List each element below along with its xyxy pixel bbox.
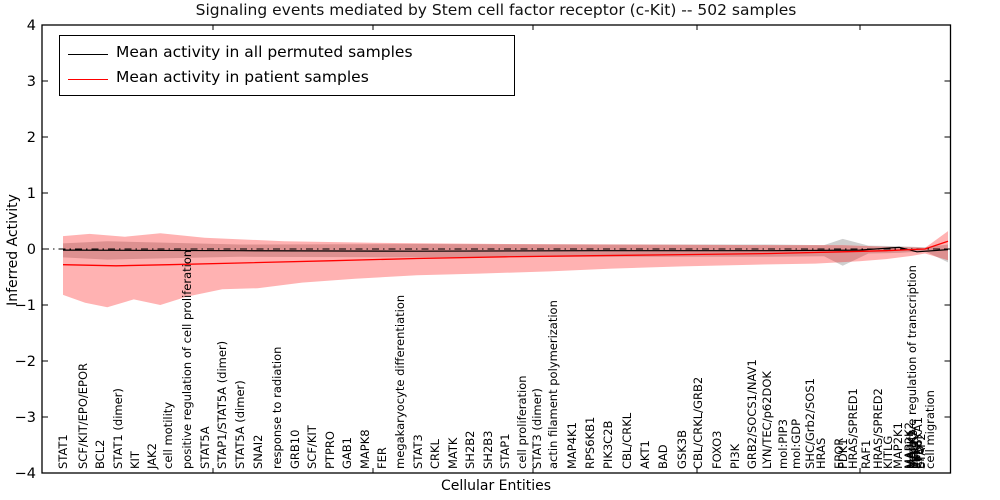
x-category-label: STAT1 (dimer)	[111, 388, 125, 469]
permuted-mean-line	[62, 246, 949, 253]
x-category-label: mol:PIP3	[776, 419, 790, 469]
x-category-label: MATK	[446, 437, 460, 469]
legend-box: Mean activity in all permuted samples Me…	[59, 35, 515, 96]
x-category-label: PIK3C2B	[601, 420, 615, 469]
y-tick-label: −3	[15, 410, 36, 426]
x-category-label: cell migration	[923, 390, 937, 469]
x-category-label: STAT5A	[198, 426, 212, 469]
x-category-label: STAT3 (dimer)	[530, 388, 544, 469]
red-line-sample-icon	[68, 79, 108, 80]
x-category-label: LYN/TEC/p62DOK	[760, 371, 774, 469]
black-line-sample-icon	[68, 54, 108, 55]
chart-title: Signaling events mediated by Stem cell f…	[195, 1, 797, 19]
x-category-label: GRB10	[288, 430, 302, 469]
y-axis-label: Inferred Activity	[5, 194, 21, 306]
x-category-label: positive regulation of cell proliferatio…	[180, 250, 194, 469]
y-tick-label: 0	[27, 242, 36, 258]
x-category-label: actin filament polymerization	[546, 300, 560, 469]
x-category-label: STAP1/STAT5A (dimer)	[215, 341, 229, 469]
x-category-label: EPOR	[832, 438, 846, 469]
x-category-label: cell proliferation	[515, 375, 529, 469]
x-category-label: FOXO3	[710, 431, 724, 469]
x-category-label: AKT1	[638, 440, 652, 469]
x-category-label: MAP2K2	[902, 422, 916, 469]
x-category-label: JAK2	[145, 443, 159, 470]
x-category-label: SNAI2	[251, 435, 265, 469]
x-category-label: MITF	[909, 442, 923, 469]
x-category-label: mol:GDP	[789, 419, 803, 469]
x-category-label: HRAS/SPRED1	[846, 388, 860, 469]
x-category-label: response to radiation	[270, 347, 284, 469]
x-category-label: STAT1	[56, 434, 70, 469]
x-category-label: RPS6KB1	[583, 417, 597, 469]
legend-label-patient: Mean activity in patient samples	[116, 68, 369, 86]
x-category-label: RPS6KA1	[911, 417, 925, 469]
x-category-label: SHC/Grb2/SOS1	[803, 378, 817, 469]
legend-entry-patient: Mean activity in patient samples	[60, 68, 514, 92]
x-category-label: MAPK8	[358, 429, 372, 469]
x-category-label: PI3K	[728, 443, 742, 469]
patient-std-band	[63, 231, 948, 308]
x-category-label: negative regulation of transcription	[905, 265, 919, 469]
patient-mean-line	[62, 240, 949, 267]
x-category-label: KIT	[128, 450, 142, 469]
x-category-label: CBL/CRKL	[620, 412, 634, 469]
x-category-label: cell motility	[161, 402, 175, 469]
x-category-label: HRAS/SPRED2	[871, 388, 885, 469]
x-category-label: GAB1	[340, 437, 354, 469]
y-tick-label: 3	[27, 74, 36, 90]
x-category-label: ELK1	[907, 440, 921, 469]
x-category-label: CBL/CRKL/GRB2	[691, 377, 705, 469]
x-category-label: STAP1	[498, 433, 512, 469]
x-category-label: MAP4K1	[565, 422, 579, 469]
x-category-label: KITLG	[881, 436, 895, 469]
x-category-label: MAP2K1	[891, 422, 905, 469]
x-category-label: MAPK3	[906, 429, 920, 469]
x-category-label: SCF/KIT/EPO/EPOR	[76, 363, 90, 469]
y-tick-label: 1	[27, 186, 36, 202]
y-tick-label: −2	[15, 354, 36, 370]
x-category-label: GSK3B	[675, 430, 689, 469]
x-category-label: BAD	[656, 444, 670, 469]
y-tick-label: −1	[15, 298, 36, 314]
legend-entry-permuted: Mean activity in all permuted samples	[60, 43, 514, 67]
x-axis-label: Cellular Entities	[440, 478, 552, 494]
permuted-std-band	[63, 238, 948, 266]
x-category-label: SH2B3	[481, 431, 495, 469]
y-tick-label: −4	[15, 466, 36, 482]
legend-label-permuted: Mean activity in all permuted samples	[116, 43, 413, 61]
y-tick-label: 2	[27, 130, 36, 146]
y-tick-label: 4	[27, 18, 36, 34]
x-category-label: PDK1	[836, 438, 850, 469]
x-category-label: STAT3	[411, 434, 425, 469]
x-category-label: FER	[375, 447, 389, 469]
x-category-label: RAF1	[859, 440, 873, 469]
x-category-label: STAP2	[914, 433, 928, 469]
x-category-label: GRB2/SOCS1/NAV1	[745, 359, 759, 469]
x-category-label: SCF/KIT	[305, 424, 319, 469]
x-category-label: PTPRO	[323, 431, 337, 469]
x-category-label: HRAS	[814, 438, 828, 469]
x-category-label: BCL2	[93, 440, 107, 469]
x-category-label: STAT5A (dimer)	[233, 380, 247, 469]
x-category-label: MAPK1	[904, 429, 918, 469]
x-category-label: CRKL	[428, 438, 442, 469]
x-category-label: megakaryocyte differentiation	[393, 295, 407, 469]
x-category-label: SH2B2	[463, 431, 477, 469]
x-category-label: EPO	[913, 446, 927, 469]
